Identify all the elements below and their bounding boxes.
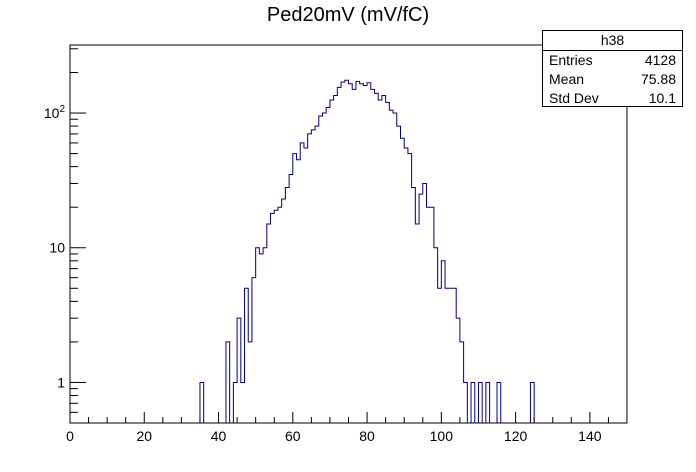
x-tick-label: 140 bbox=[578, 428, 602, 444]
x-tick-label: 120 bbox=[504, 428, 528, 444]
axis-tick-labels: 0 20 40 60 80 100 120 140 1 10 102 bbox=[44, 104, 602, 444]
stats-label: Mean bbox=[549, 71, 585, 87]
x-tick-label: 60 bbox=[285, 428, 301, 444]
y-tick-label: 10 bbox=[49, 240, 65, 256]
x-tick-label: 100 bbox=[430, 428, 454, 444]
histogram-outline bbox=[199, 79, 535, 423]
stats-box: h38 Entries 4128 Mean 75.88 Std Dev 10.1 bbox=[542, 30, 683, 107]
stats-value: 10.1 bbox=[648, 90, 676, 106]
y-tick-label: 102 bbox=[44, 104, 66, 121]
x-tick-label: 0 bbox=[66, 428, 74, 444]
chart-title: Ped20mV (mV/fC) bbox=[266, 4, 430, 26]
x-tick-label: 40 bbox=[211, 428, 227, 444]
stats-label: Std Dev bbox=[549, 90, 599, 106]
stats-row-mean: Mean 75.88 bbox=[543, 70, 682, 89]
stats-label: Entries bbox=[549, 52, 593, 68]
y-tick-label: 1 bbox=[57, 374, 65, 390]
axis-ticks bbox=[69, 48, 628, 424]
x-tick-label: 80 bbox=[359, 428, 375, 444]
stats-row-entries: Entries 4128 bbox=[543, 51, 682, 70]
stats-value: 4128 bbox=[644, 52, 676, 68]
stats-row-stddev: Std Dev 10.1 bbox=[543, 89, 682, 108]
x-tick-label: 20 bbox=[136, 428, 152, 444]
stats-value: 75.88 bbox=[640, 71, 676, 87]
stats-histogram-name: h38 bbox=[543, 31, 682, 51]
